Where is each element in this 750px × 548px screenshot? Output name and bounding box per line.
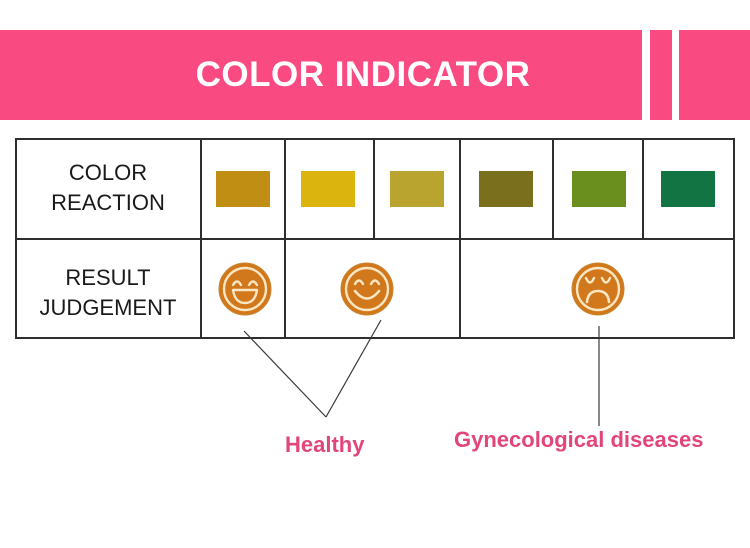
color-swatch-6 xyxy=(661,171,715,207)
smiling-face-icon xyxy=(340,262,394,316)
banner-stripe xyxy=(650,30,672,120)
table-border-right xyxy=(733,138,735,339)
table-row-divider xyxy=(15,238,734,240)
table-column-divider xyxy=(200,138,202,339)
laughing-face-icon xyxy=(218,262,272,316)
row-label-line: JUDGEMENT xyxy=(39,295,177,320)
table-column-divider xyxy=(373,138,375,239)
banner-stripe xyxy=(679,30,750,120)
row-label-result-judgement: RESULT JUDGEMENT xyxy=(16,263,200,323)
row-label-color-reaction: COLOR REACTION xyxy=(16,158,200,218)
table-column-divider xyxy=(459,138,461,339)
header-banner: COLOR INDICATOR xyxy=(0,30,642,120)
color-swatch-5 xyxy=(572,171,626,207)
color-swatch-4 xyxy=(479,171,533,207)
table-border-top xyxy=(15,138,734,140)
row-label-line: REACTION xyxy=(51,190,165,215)
color-swatch-2 xyxy=(301,171,355,207)
pointer-line-healthy xyxy=(325,319,382,418)
table-column-divider xyxy=(642,138,644,239)
table-border-left xyxy=(15,138,17,339)
table-column-divider xyxy=(552,138,554,239)
label-gynecological-diseases: Gynecological diseases xyxy=(454,427,704,452)
label-healthy: Healthy xyxy=(285,432,365,457)
row-label-line: RESULT xyxy=(65,265,151,290)
row-label-line: COLOR xyxy=(68,160,148,185)
color-swatch-3 xyxy=(390,171,444,207)
table-column-divider xyxy=(284,138,286,339)
color-swatch-1 xyxy=(216,171,270,207)
pointer-line-healthy xyxy=(243,330,327,418)
table-border-bottom xyxy=(15,337,734,339)
sad-face-icon xyxy=(571,262,625,316)
page-title: COLOR INDICATOR xyxy=(195,55,531,94)
